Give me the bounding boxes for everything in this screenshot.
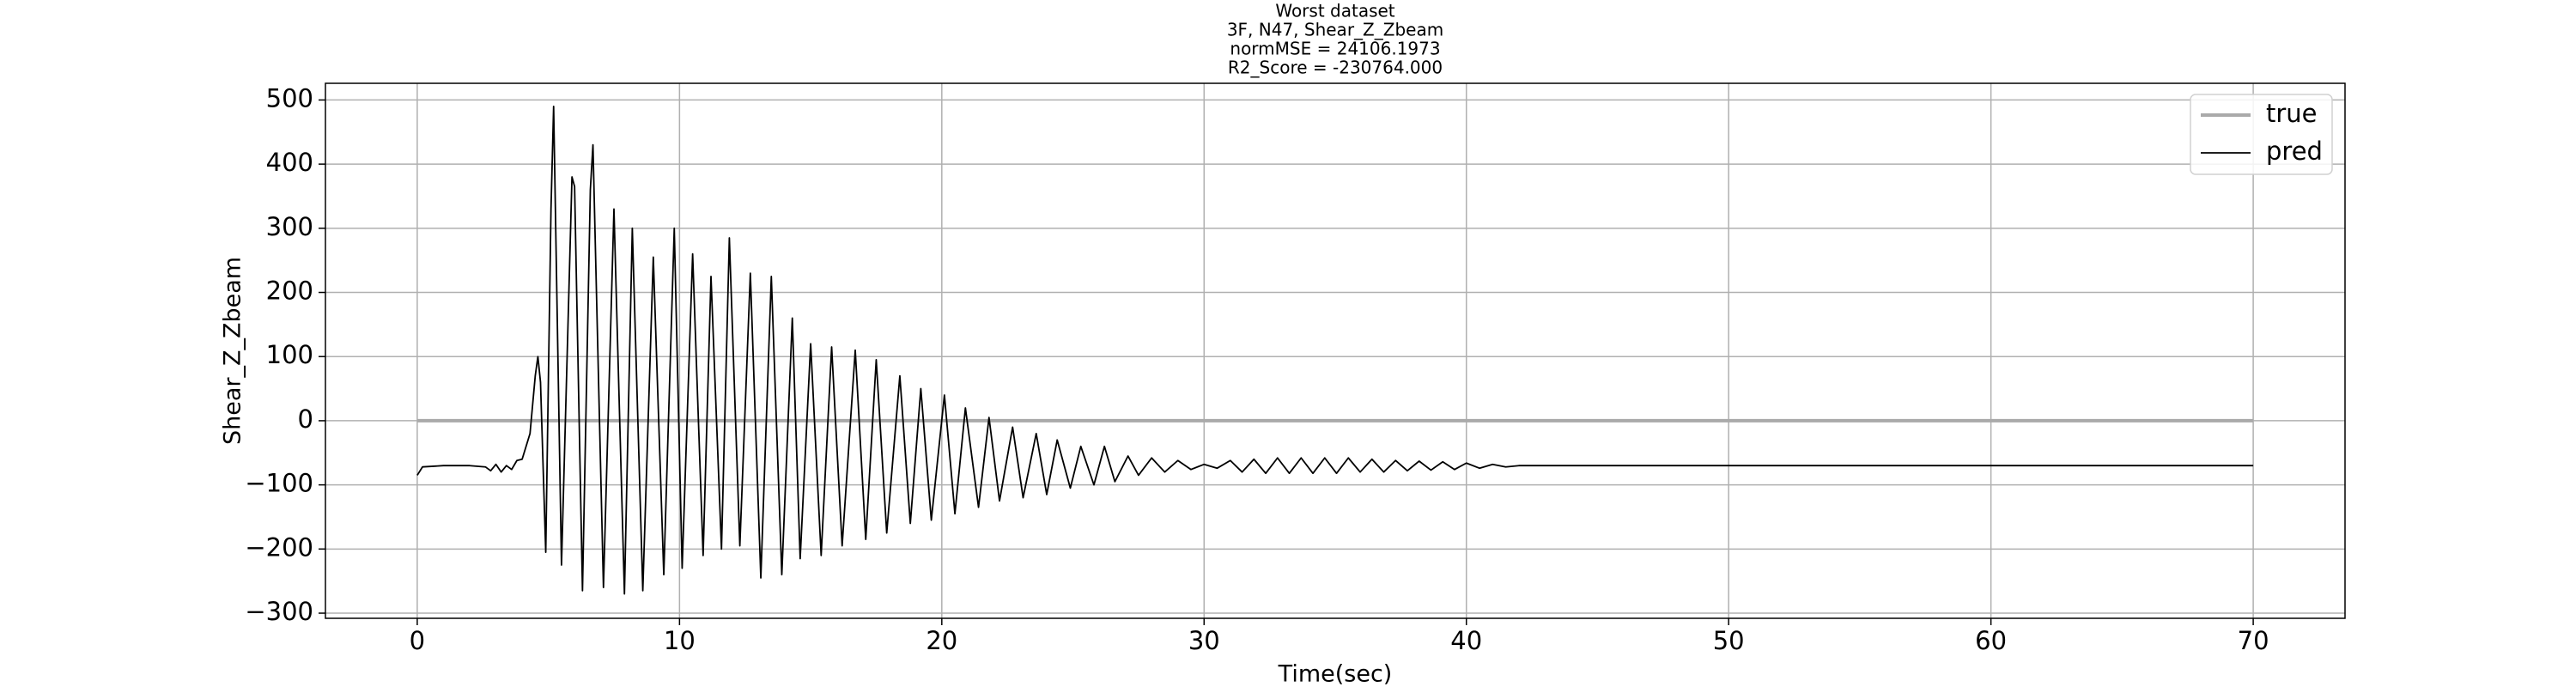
chart-title: R2_Score = -230764.000 xyxy=(1228,58,1443,78)
plot-frame xyxy=(325,82,2346,619)
x-tick-label: 70 xyxy=(2238,626,2269,655)
y-axis-label: Shear_Z_Zbeam xyxy=(220,257,246,445)
y-tick-label: −100 xyxy=(245,469,313,498)
legend-label: pred xyxy=(2266,137,2323,166)
x-axis-label: Time(sec) xyxy=(1278,661,1393,687)
y-tick-label: 400 xyxy=(266,148,313,177)
x-tick-label: 20 xyxy=(926,626,957,655)
x-tick-label: 50 xyxy=(1713,626,1745,655)
y-tick-label: 0 xyxy=(298,404,313,434)
y-tick-label: 200 xyxy=(266,277,313,306)
chart-title: Worst dataset xyxy=(1275,1,1394,21)
x-tick-label: 40 xyxy=(1450,626,1482,655)
chart-title: 3F, N47, Shear_Z_Zbeam xyxy=(1227,20,1443,40)
y-tick-label: 300 xyxy=(266,212,313,241)
y-tick-label: 500 xyxy=(266,83,313,112)
y-tick-label: 100 xyxy=(266,340,313,369)
x-tick-label: 30 xyxy=(1188,626,1220,655)
y-tick-label: −300 xyxy=(245,597,313,626)
y-tick-label: −200 xyxy=(245,532,313,562)
x-tick-label: 10 xyxy=(664,626,696,655)
legend-label: true xyxy=(2266,99,2318,128)
series-line xyxy=(416,105,2254,595)
x-tick-label: 60 xyxy=(1975,626,2007,655)
chart-title: normMSE = 24106.1973 xyxy=(1230,39,1440,59)
x-tick-label: 0 xyxy=(410,626,425,655)
